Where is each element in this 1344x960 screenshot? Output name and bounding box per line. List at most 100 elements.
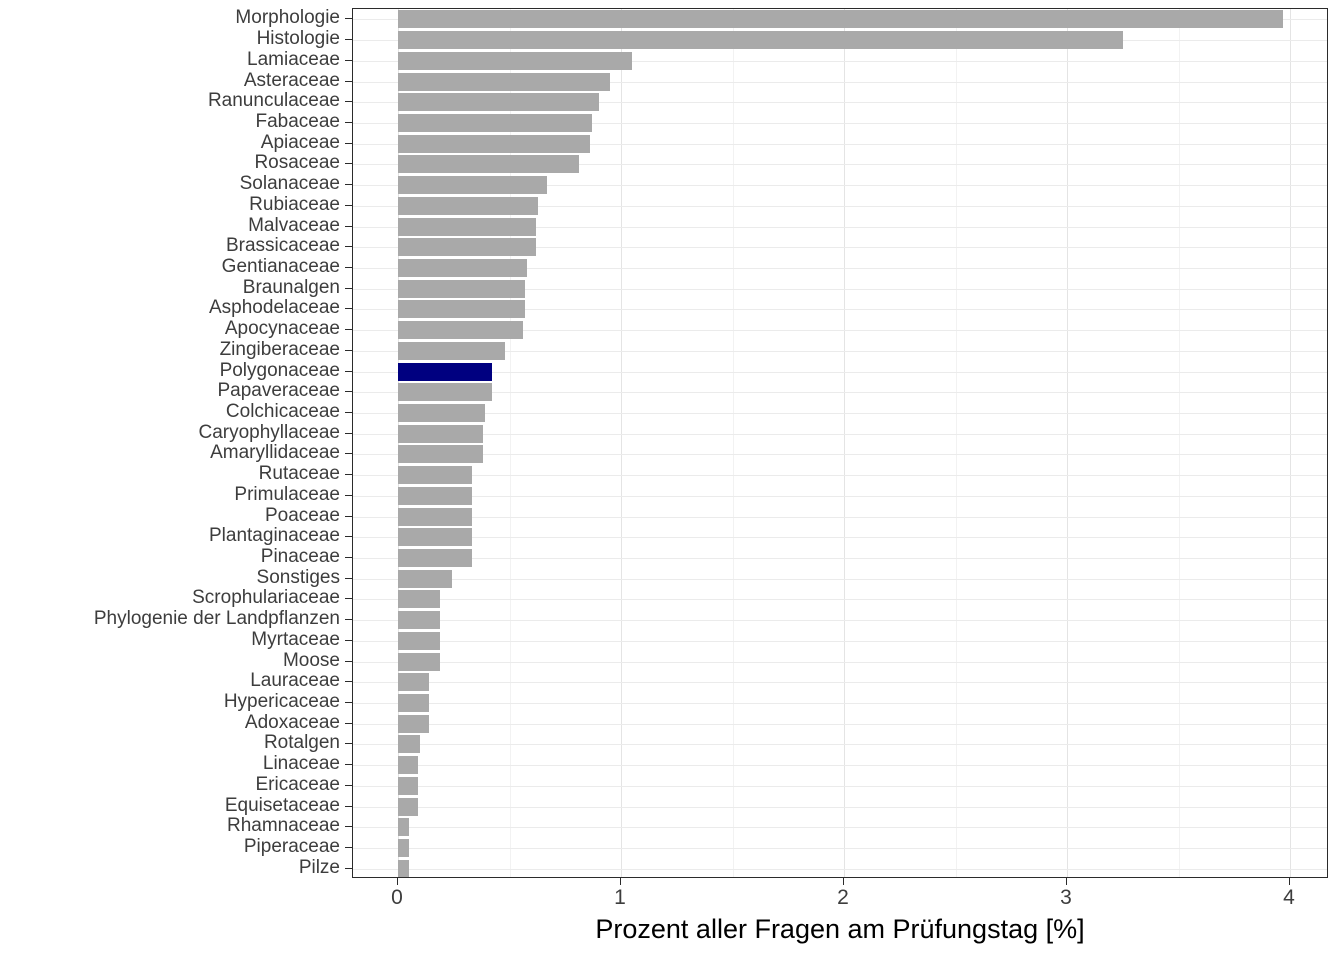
gridline-category [353,350,1327,352]
gridline-category [353,164,1327,166]
bar-rosaceae [398,155,579,174]
bar-adoxaceae [398,714,430,733]
y-tick-mark [345,722,352,724]
x-tick-label: 4 [1283,886,1295,909]
y-tick-mark [345,266,352,268]
gridline-category [353,475,1327,477]
y-tick-mark [345,660,352,662]
bar-asphodelaceae [398,300,526,319]
bar-phylogenie-der-landpflanzen [398,611,441,630]
y-axis-label: Apiaceae [260,131,340,153]
y-axis-label: Scrophulariaceae [192,587,340,609]
bar-pilze [398,859,410,877]
bar-caryophyllaceae [398,424,483,443]
y-axis-label: Asphodelaceae [209,297,340,319]
y-tick-mark [345,805,352,807]
bar-plantaginaceae [398,528,472,547]
gridline-category [353,454,1327,456]
x-tick-label: 2 [837,886,849,909]
gridline-category [353,433,1327,435]
y-axis-label: Rubiaceae [249,193,340,215]
x-axis-title: Prozent aller Fragen am Prüfungstag [%] [595,914,1085,944]
y-axis-label: Papaveraceae [217,380,340,402]
y-axis-label: Moose [282,649,340,671]
bar-amaryllidaceae [398,445,483,464]
x-tick-label: 3 [1060,886,1072,909]
y-tick-mark [345,536,352,538]
gridline-minor [509,9,511,877]
y-axis-label: Asteraceae [243,69,340,91]
y-tick-mark [345,577,352,579]
y-axis-label: Adoxaceae [244,711,340,733]
bar-zingiberaceae [398,341,506,360]
y-axis-label: Rotalgen [263,732,340,754]
y-tick-mark [345,80,352,82]
gridline-category [353,557,1327,559]
gridline-category [353,599,1327,601]
y-tick-mark [345,453,352,455]
gridline-category [353,122,1327,124]
bar-brassicaceae [398,238,537,257]
y-axis-label: Piperaceae [243,835,340,857]
bar-malvaceae [398,217,537,236]
bar-equisetaceae [398,797,419,816]
y-tick-mark [345,329,352,331]
y-tick-mark [345,142,352,144]
y-axis-label: Fabaceae [255,110,340,132]
bar-poaceae [398,507,472,526]
y-tick-mark [345,308,352,310]
x-tick-mark [397,878,398,885]
y-tick-mark [345,39,352,41]
y-tick-mark [345,639,352,641]
bar-hypericaceae [398,693,430,712]
y-axis-label: Lamiaceae [247,48,340,70]
y-axis-label: Hypericaceae [223,690,340,712]
y-axis-label: Zingiberaceae [219,338,340,360]
gridline-major [1067,9,1068,877]
bar-fabaceae [398,113,592,132]
bar-solanaceae [398,176,548,195]
gridline-category [353,309,1327,311]
y-axis-label: Plantaginaceae [209,525,340,547]
bar-sonstiges [398,569,452,588]
gridline-minor [1178,9,1180,877]
x-tick-mark [620,878,621,885]
gridline-major [398,9,399,877]
gridline-category [353,185,1327,187]
gridline-category [353,102,1327,104]
bar-papaveraceae [398,383,492,402]
bar-scrophulariaceae [398,590,441,609]
y-axis-label: Malvaceae [248,214,340,236]
x-tick-mark [1066,878,1067,885]
bar-gentianaceae [398,258,528,277]
bar-rubiaceae [398,196,539,215]
plot-panel [352,8,1328,878]
y-tick-mark [345,349,352,351]
gridline-category [353,412,1327,414]
gridline-category [353,806,1327,808]
y-axis-label: Primulaceae [234,483,340,505]
bar-lamiaceae [398,51,633,70]
y-tick-mark [345,474,352,476]
y-axis-label: Phylogenie der Landpflanzen [93,608,340,630]
bar-pinaceae [398,548,472,567]
gridline-category [353,205,1327,207]
gridline-category [353,765,1327,767]
y-axis-label: Equisetaceae [224,794,340,816]
y-axis-label: Caryophyllaceae [198,421,340,443]
bar-ranunculaceae [398,93,599,112]
bar-colchicaceae [398,403,485,422]
gridline-minor [955,9,957,877]
gridline-category [353,143,1327,145]
gridline-category [353,640,1327,642]
bar-asteraceae [398,72,610,91]
gridline-category [353,785,1327,787]
gridline-category [353,60,1327,62]
bar-myrtaceae [398,631,441,650]
gridline-category [353,371,1327,373]
y-axis-label: Linaceae [262,753,340,775]
x-tick-mark [843,878,844,885]
y-tick-mark [345,101,352,103]
y-tick-mark [345,784,352,786]
